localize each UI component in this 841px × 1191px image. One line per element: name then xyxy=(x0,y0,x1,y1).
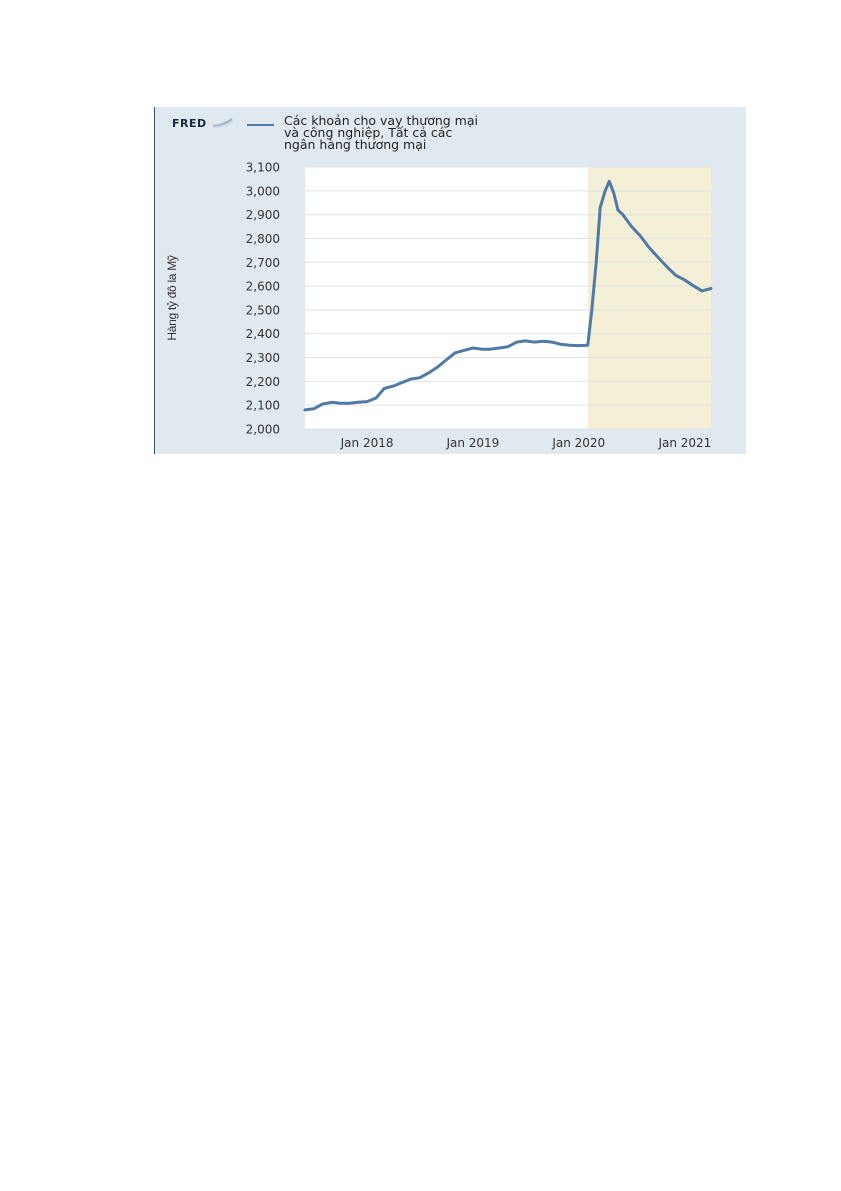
y-tick-label: 3,100 xyxy=(246,161,280,175)
x-axis-ticks: Jan 2018 Jan 2019 Jan 2020 Jan 2021 xyxy=(340,436,712,450)
y-tick-label: 2,800 xyxy=(246,232,280,246)
x-tick-label: Jan 2020 xyxy=(551,436,605,450)
y-tick-label: 2,000 xyxy=(246,423,280,437)
y-axis-ticks: 2,000 2,100 2,200 2,300 2,400 2,500 2,600 2,700… xyxy=(246,161,280,437)
recession-band xyxy=(587,167,711,429)
series-line xyxy=(303,179,713,412)
frame-left-border xyxy=(154,107,155,454)
y-tick-label: 2,600 xyxy=(246,280,280,294)
y-tick-label: 2,300 xyxy=(246,351,280,365)
x-tick-label: Jan 2019 xyxy=(445,436,499,450)
legend-swatch xyxy=(247,124,274,126)
y-tick-label: 2,200 xyxy=(246,375,280,389)
x-tick-label: Jan 2018 xyxy=(340,436,394,450)
series-layer xyxy=(303,179,713,412)
y-tick-label: 2,700 xyxy=(246,256,280,270)
legend-label: Các khoản cho vay thương mại và công ngh… xyxy=(284,113,478,152)
fred-swoosh-icon xyxy=(212,118,234,128)
y-axis-label: Hàng tỷ đô la Mỹ xyxy=(165,255,179,341)
fred-logo: FRED xyxy=(172,117,207,130)
y-tick-label: 2,500 xyxy=(246,303,280,317)
grid-layer xyxy=(305,166,711,430)
y-tick-label: 2,100 xyxy=(246,399,280,413)
y-tick-label: 2,900 xyxy=(246,208,280,222)
recession-layer xyxy=(587,167,711,429)
x-tick-label: Jan 2021 xyxy=(657,436,711,450)
y-tick-label: 3,000 xyxy=(246,184,280,198)
y-tick-label: 2,400 xyxy=(246,327,280,341)
